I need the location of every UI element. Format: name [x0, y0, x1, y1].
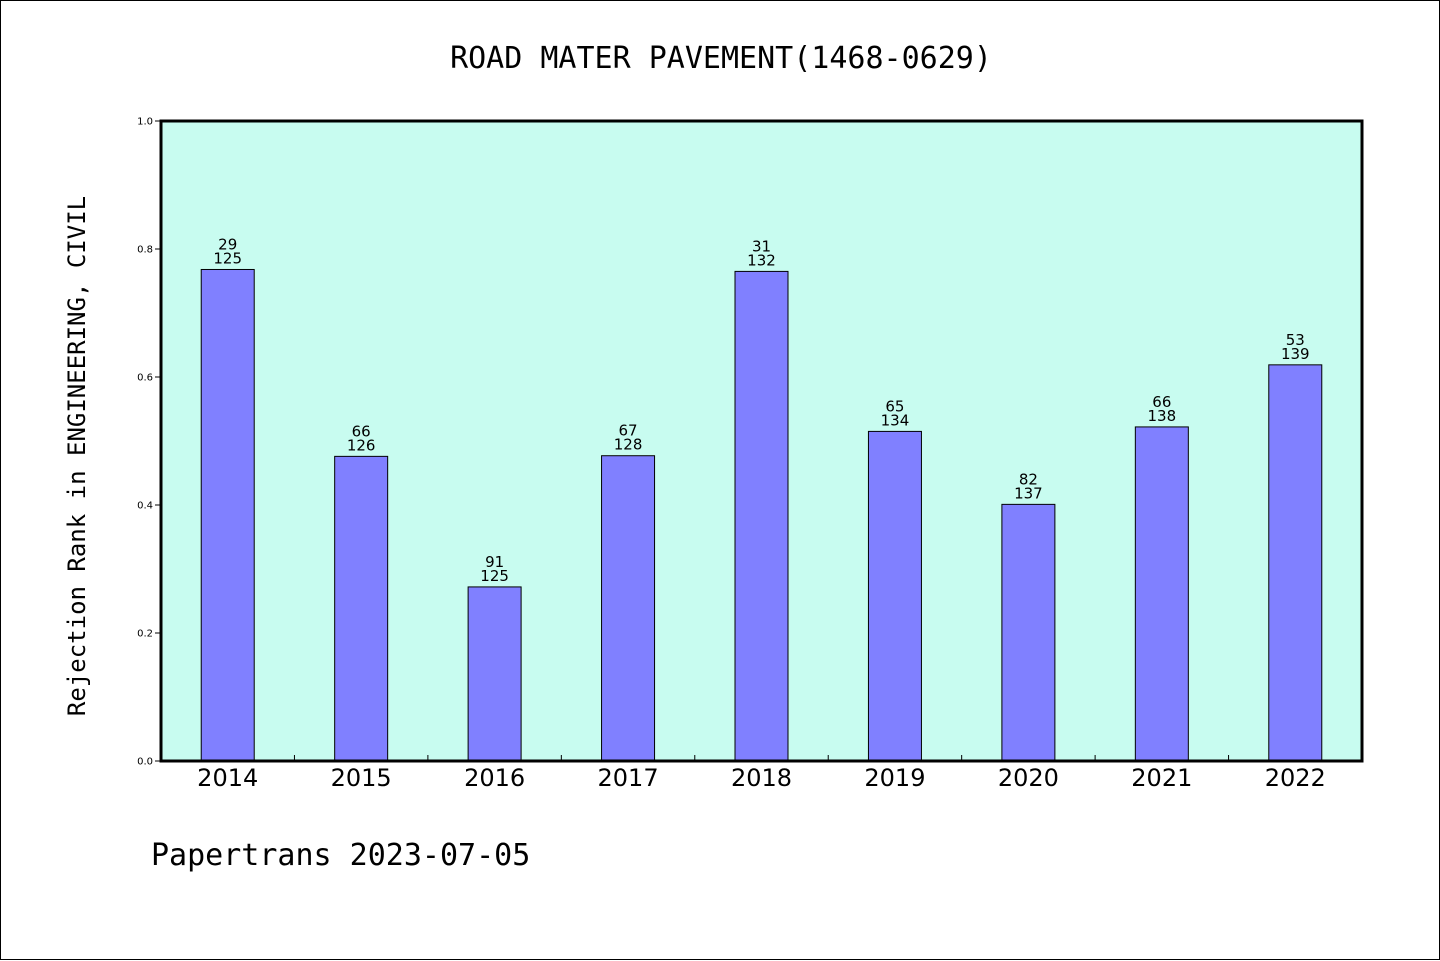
bar-total-label: 139	[1281, 345, 1310, 363]
bar-total-label: 132	[747, 251, 776, 269]
y-tick-label: 1.0	[137, 117, 153, 128]
bar-2014	[200, 268, 255, 762]
chart-title: ROAD MATER PAVEMENT(1468-0629)	[450, 41, 992, 76]
bar-rank-label: 67	[619, 422, 638, 440]
x-tick-label: 2015	[331, 764, 392, 792]
bar-2018	[734, 270, 789, 762]
bar-total-label: 126	[347, 436, 376, 454]
bars-group	[200, 268, 1323, 762]
bar-total-label: 134	[881, 411, 910, 429]
bar-rank-label: 66	[1152, 393, 1171, 411]
bar-total-label: 138	[1148, 407, 1177, 425]
y-tick-label: 0.0	[137, 757, 153, 768]
bar-rank-label: 65	[885, 397, 904, 415]
y-tick-label: 0.4	[137, 501, 153, 512]
y-tick-label: 0.2	[137, 629, 153, 640]
x-tick-label: 2014	[197, 764, 258, 792]
bar-rank-label: 29	[218, 235, 237, 253]
footer-credit: Papertrans 2023-07-05	[151, 838, 530, 873]
bar-total-label: 128	[614, 436, 643, 454]
x-tick-label: 2019	[864, 764, 925, 792]
bar-labels-group: 2912566126911256712831132651348213766138…	[213, 235, 1309, 584]
x-tick-label: 2016	[464, 764, 525, 792]
y-axis-label: Rejection Rank in ENGINEERING, CIVIL	[63, 196, 91, 716]
x-tick-label: 2022	[1265, 764, 1326, 792]
bar-2020	[1001, 503, 1056, 762]
bar-total-label: 137	[1014, 484, 1043, 502]
bar-total-label: 125	[213, 249, 242, 267]
x-tick-label: 2017	[598, 764, 659, 792]
bar-2017	[601, 455, 656, 762]
x-tick-labels-group: 2014 2015 2016 2017 2018 2019 2020 2021 2022	[197, 764, 1326, 792]
bar-rank-label: 53	[1286, 331, 1305, 349]
bar-2019	[867, 430, 922, 762]
y-tick-label: 0.8	[137, 245, 153, 256]
bar-rank-label: 31	[752, 237, 771, 255]
plot-border	[159, 119, 1364, 763]
bar-2015	[334, 455, 389, 762]
x-tick-label: 2021	[1131, 764, 1192, 792]
bar-2021	[1134, 426, 1189, 762]
x-tick-label: 2020	[998, 764, 1059, 792]
bar-rank-label: 82	[1019, 470, 1038, 488]
bar-2016	[467, 586, 522, 762]
y-axis-ticks: 0.0 0.2 0.4 0.6 0.8 1.0	[137, 117, 161, 768]
bar-rank-label: 66	[352, 422, 371, 440]
x-tick-label: 2018	[731, 764, 792, 792]
bar-2022	[1268, 364, 1323, 762]
bar-total-label: 125	[480, 567, 509, 585]
bar-rank-label: 91	[485, 553, 504, 571]
y-tick-label: 0.6	[137, 373, 153, 384]
